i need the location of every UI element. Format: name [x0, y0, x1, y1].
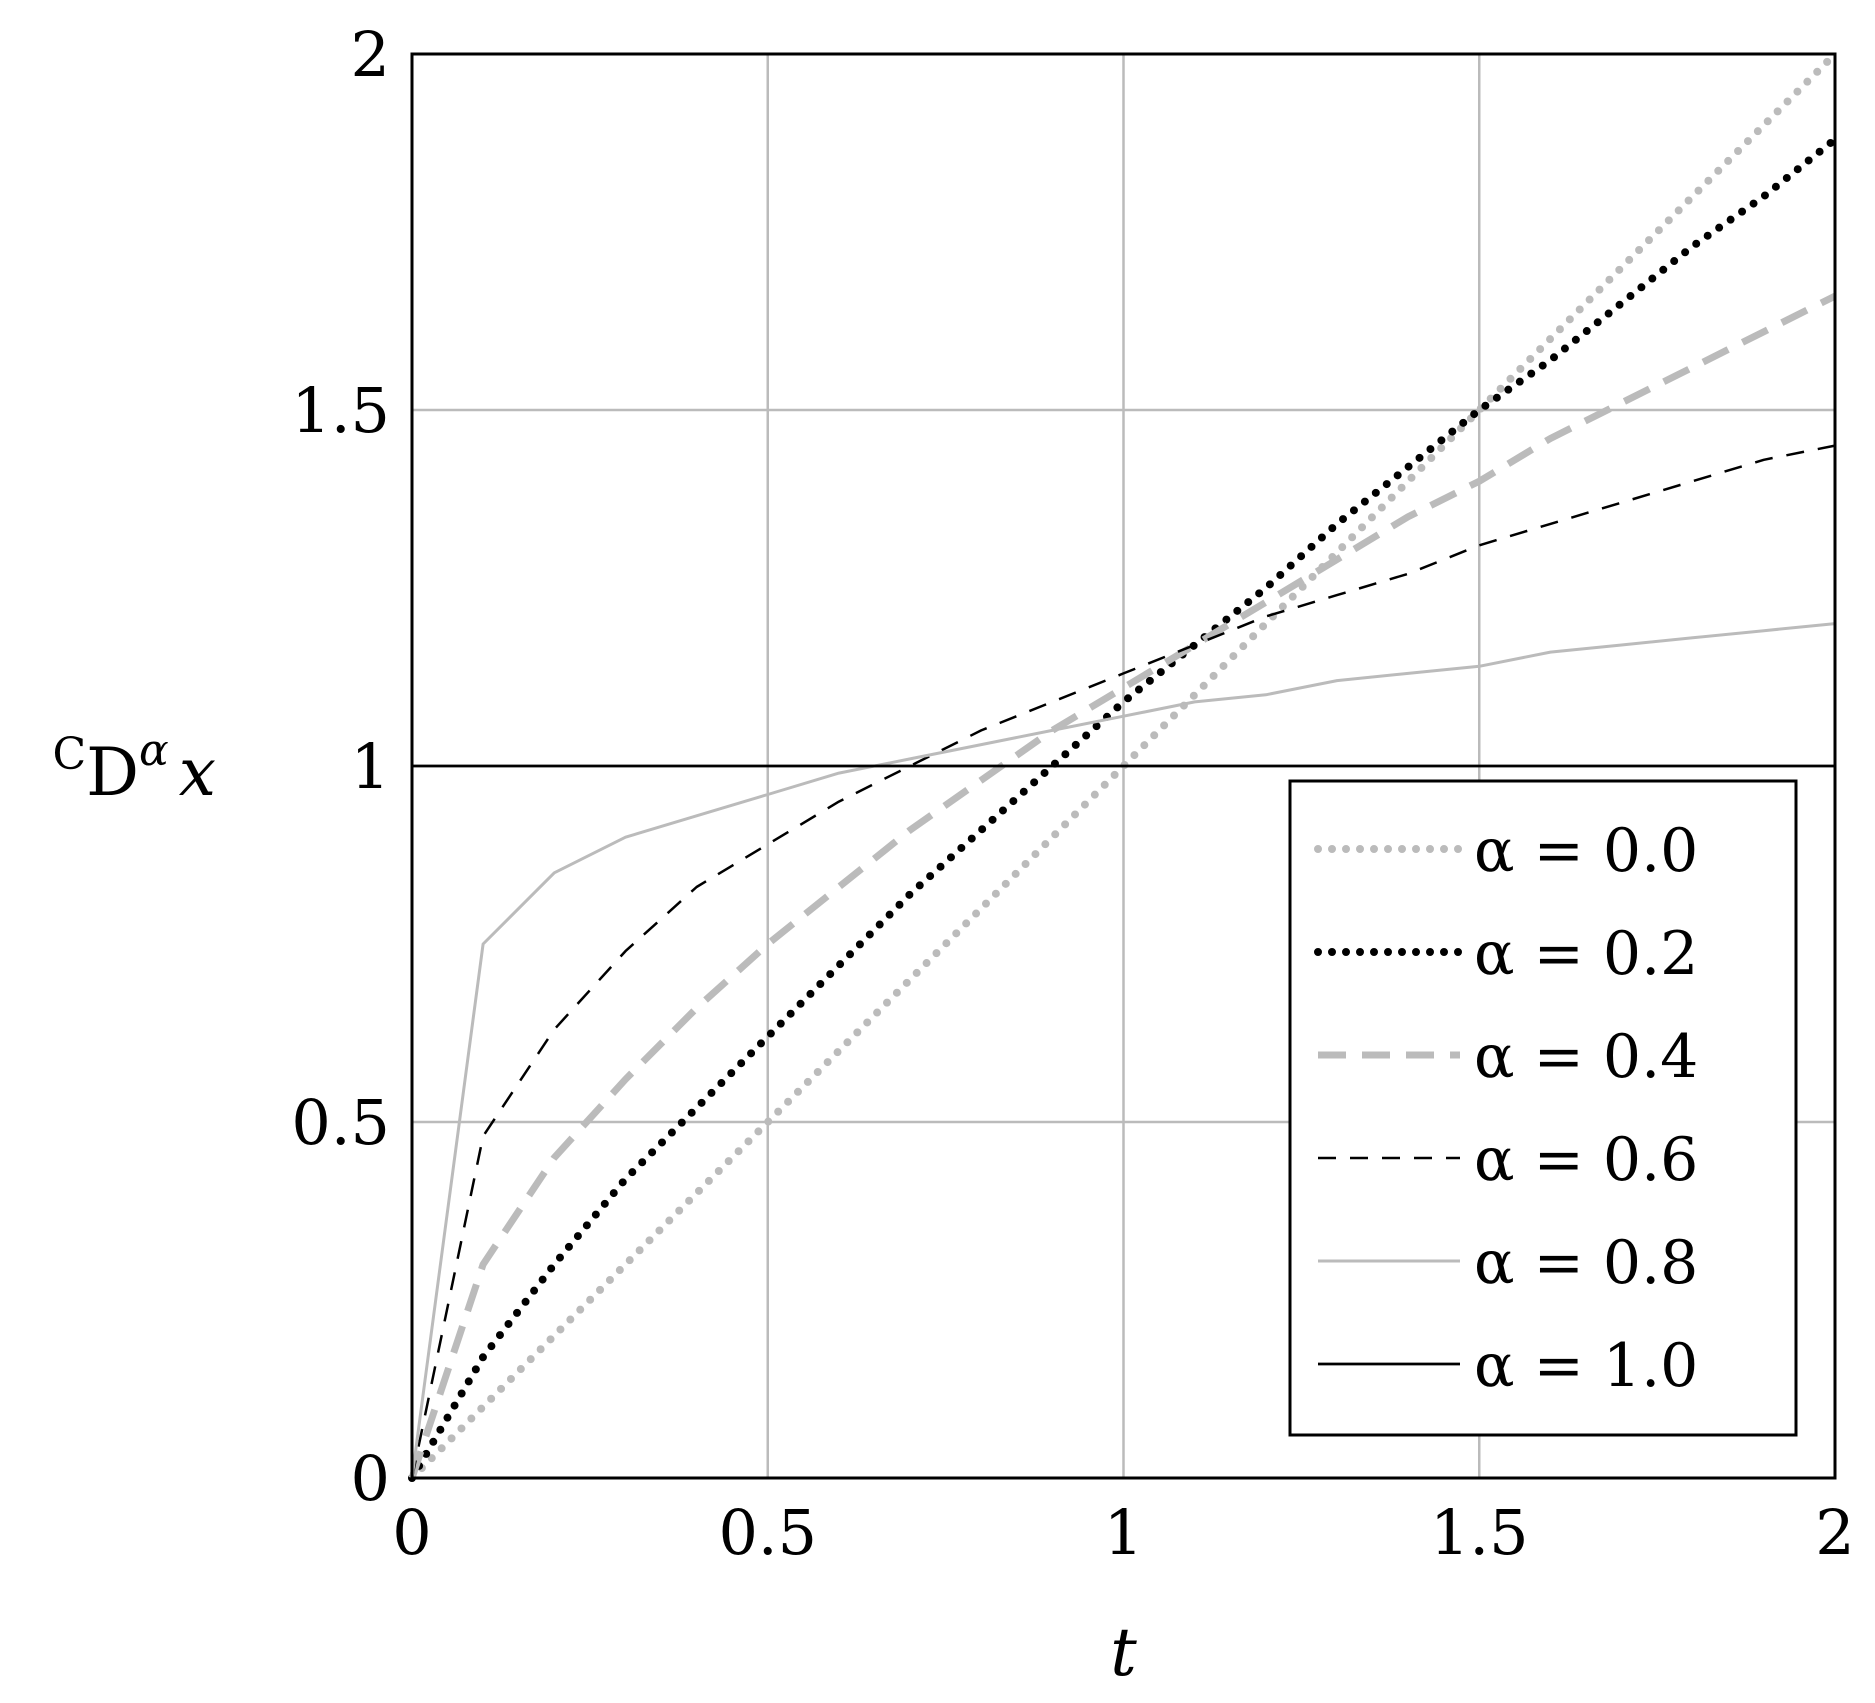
plot-frame — [410, 52, 1837, 1480]
legend-label: α = 0.6 — [1474, 1125, 1698, 1195]
series-lines — [408, 50, 1839, 1482]
y-tick-label: 0 — [351, 1442, 390, 1515]
x-tick-label: 1.5 — [1430, 1496, 1529, 1569]
series-line-alpha-0-2 — [408, 135, 1839, 1482]
series-line-alpha-0-8 — [410, 622, 1836, 1479]
y-axis-label-superscript: α — [139, 725, 169, 776]
y-tick-label: 1.5 — [291, 374, 390, 447]
series-line-alpha-0-6 — [410, 444, 1836, 1479]
y-axis-label: CDα x — [52, 725, 216, 811]
series-line-alpha-0-4 — [408, 292, 1837, 1480]
legend-label: α = 0.8 — [1474, 1228, 1698, 1298]
legend-label: α = 0.0 — [1474, 816, 1698, 886]
y-tick-label: 2 — [351, 18, 390, 91]
y-tick-label: 1 — [351, 730, 390, 803]
x-tick-label: 0.5 — [718, 1496, 817, 1569]
legend-label: α = 0.2 — [1474, 919, 1698, 989]
legend-box — [1288, 779, 1798, 1437]
legend-label: α = 1.0 — [1474, 1331, 1698, 1401]
legend-label: α = 0.4 — [1474, 1022, 1698, 1092]
x-tick-label: 0 — [392, 1496, 431, 1569]
y-axis-label-variable: x — [179, 734, 216, 811]
x-tick-label: 2 — [1815, 1496, 1854, 1569]
x-tick-label: 1 — [1104, 1496, 1143, 1569]
tick-labels: 0 0.5 1 1.5 2 0 0.5 1 1.5 2 — [291, 18, 1854, 1569]
x-axis-label: t — [1110, 1614, 1137, 1691]
legend: α = 0.0 α = 0.2 α = 0.4 α = 0.6 α = 0.8 α = 1… — [1288, 779, 1798, 1437]
y-axis-label-operator: D — [86, 734, 139, 811]
y-axis-label-prefix: C — [52, 729, 86, 780]
y-tick-label: 0.5 — [291, 1086, 390, 1159]
